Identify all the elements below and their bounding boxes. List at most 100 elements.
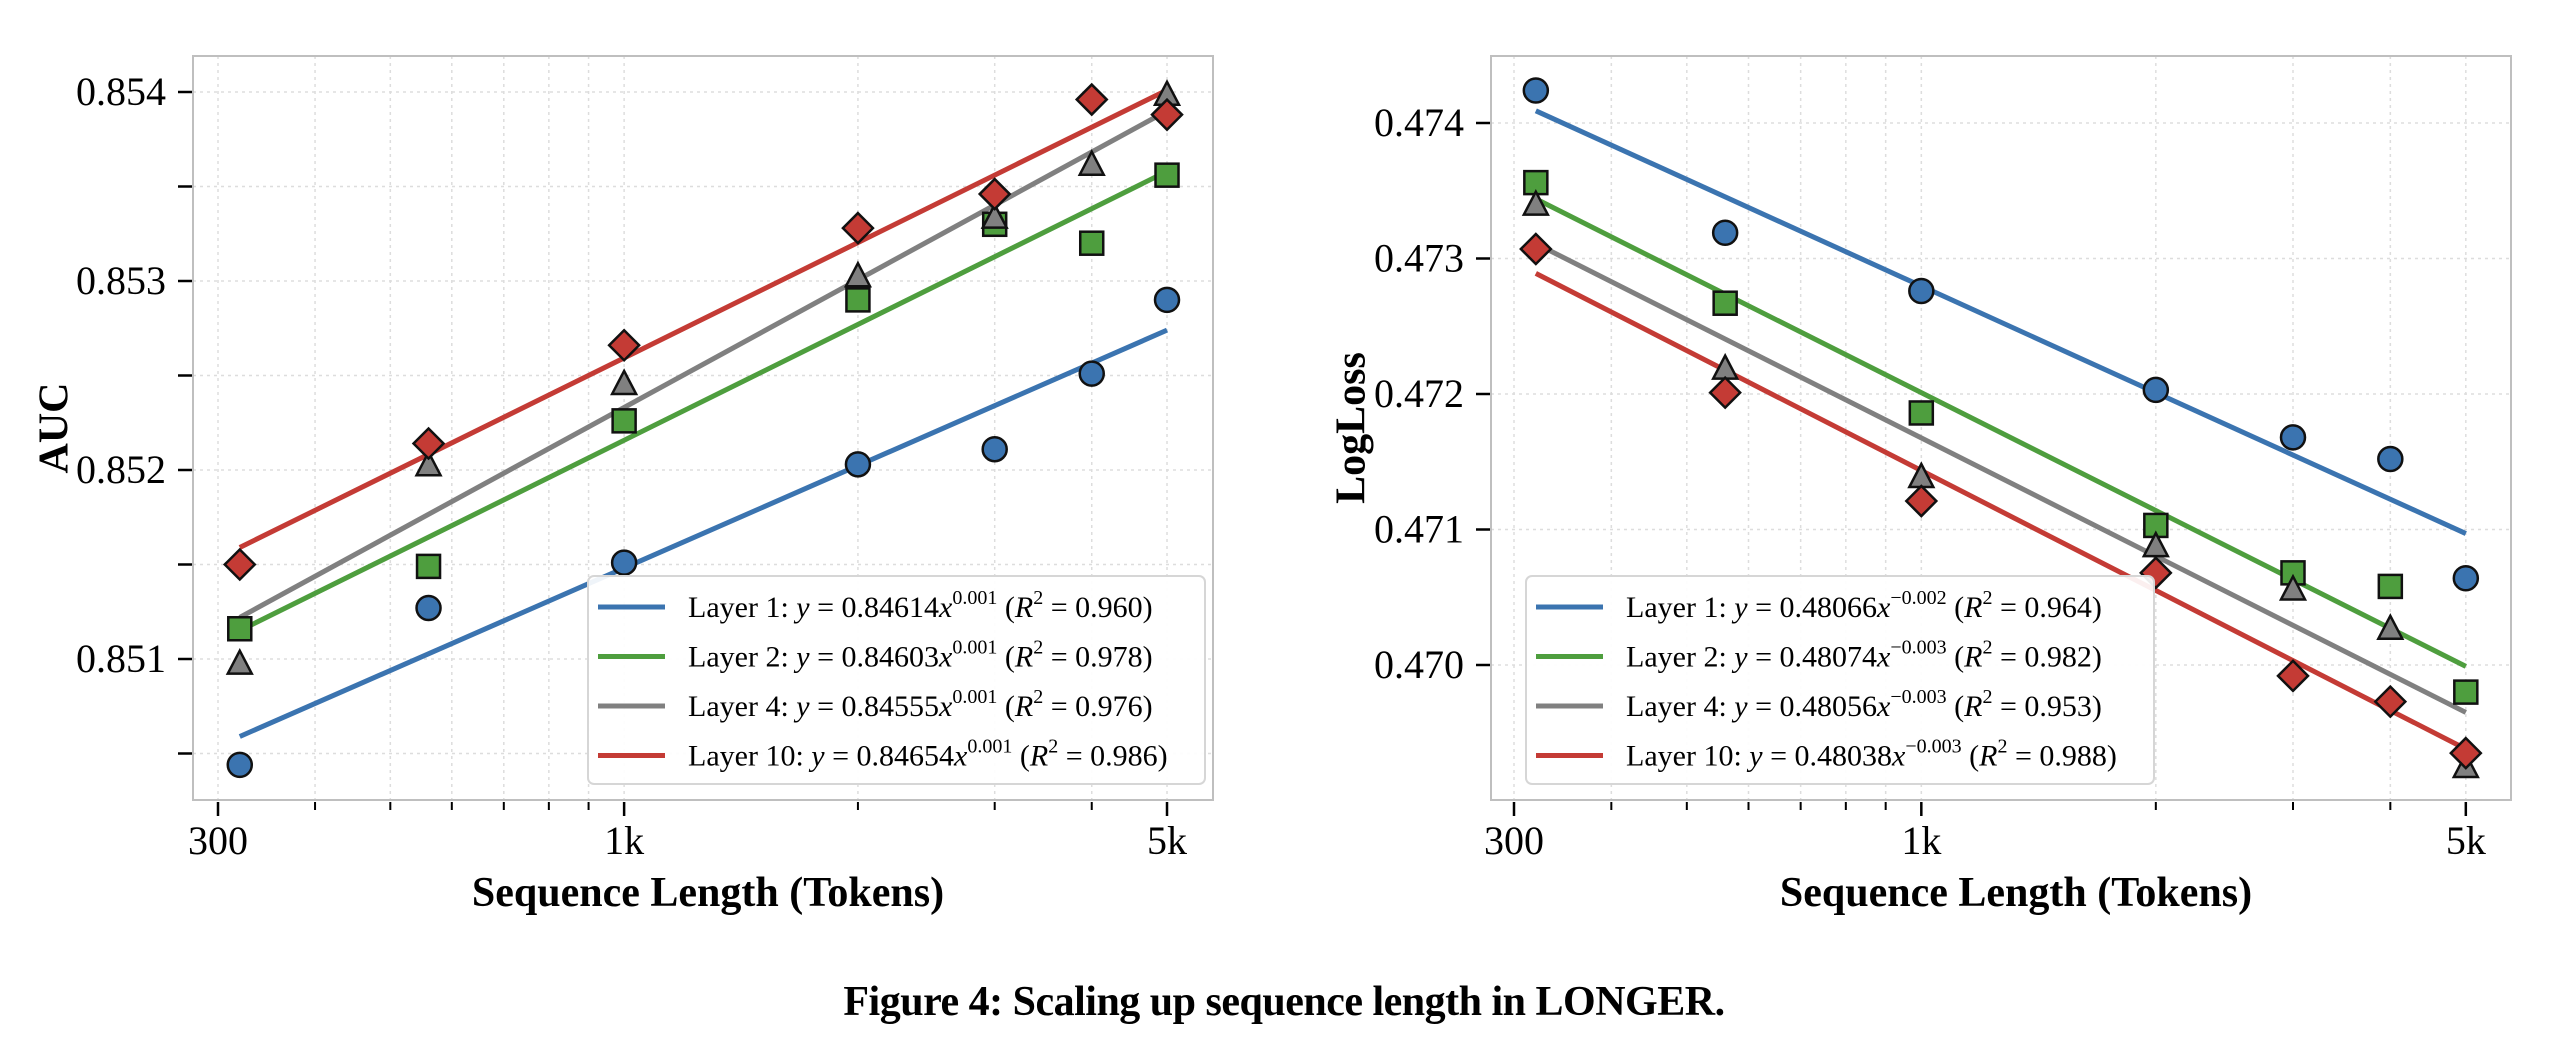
legend-equals: =: [1043, 641, 1075, 674]
legend-var-r: R: [1963, 591, 1982, 624]
legend-var-x: x: [938, 641, 953, 674]
legend-equals: =: [1992, 591, 2024, 624]
legend-r-exponent: 2: [1982, 686, 1992, 708]
data-point-layer2: [845, 287, 871, 313]
legend-r-exponent: 2: [1048, 736, 1058, 758]
legend-box: [1525, 575, 2155, 785]
legend-exponent: −0.003: [1890, 686, 1946, 708]
data-point-layer10: [2449, 736, 2483, 770]
data-point-layer10: [411, 426, 446, 461]
legend-label: Layer 4: y = 0.84555x0.001 (R2 = 0.976): [688, 686, 1153, 723]
legend-layer-name: Layer 2:: [1626, 641, 1734, 674]
legend-equals: =: [1748, 591, 1780, 624]
legend-r2: 0.976: [1075, 690, 1143, 723]
fit-line-layer10: [238, 87, 1169, 550]
legend-equals: =: [810, 641, 842, 674]
legend-var-y: y: [793, 690, 810, 723]
legend-r-exponent: 2: [1033, 587, 1043, 609]
gridlines: [193, 56, 1213, 800]
legend-item-layer1: Layer 1: y = 0.84614x0.001 (R2 = 0.960): [598, 587, 1153, 624]
y-tick-label: 0.472: [1374, 371, 1464, 416]
legend-coefficient: 0.84654: [857, 740, 955, 773]
legend-label: Layer 10: y = 0.84654x0.001 (R2 = 0.986): [688, 736, 1168, 773]
figure-caption: Figure 4: Scaling up sequence length in …: [843, 979, 1725, 1025]
legend-exponent: −0.003: [1890, 637, 1946, 659]
data-point-layer10: [1904, 484, 1939, 518]
legend-layer-name: Layer 10:: [1626, 740, 1749, 773]
legend-var-y: y: [1731, 641, 1748, 674]
legend-r-exponent: 2: [1033, 637, 1043, 659]
data-point-layer4: [610, 368, 639, 396]
legend-paren-open: (: [1947, 591, 1965, 624]
legend-r2: 0.978: [1075, 641, 1143, 674]
data-point-layer10: [841, 211, 875, 245]
legend-equals: =: [825, 740, 857, 773]
fit-line-layer4: [1534, 241, 2467, 715]
legend-paren-open: (: [1947, 690, 1965, 723]
fit-lines: [238, 87, 1169, 739]
legend-var-x: x: [953, 740, 968, 773]
legend-r-exponent: 2: [1982, 587, 1992, 609]
data-point-layer2: [2453, 679, 2479, 705]
legend-r-exponent: 2: [1997, 736, 2007, 758]
data-point-layer4: [843, 260, 872, 288]
legend-item-layer4: Layer 4: y = 0.48056x−0.003 (R2 = 0.953): [1536, 686, 2102, 723]
y-axis-title: LogLoss: [1329, 352, 1375, 504]
legend-exponent: 0.001: [967, 736, 1012, 758]
legend-paren-open: (: [1012, 740, 1030, 773]
legend-var-y: y: [808, 740, 825, 773]
data-point-layer1: [226, 751, 254, 779]
y-tick-label: 0.854: [76, 69, 166, 114]
legend-var-r: R: [1014, 690, 1033, 723]
fit-line-layer4: [238, 108, 1169, 620]
data-point-layer10: [1074, 82, 1109, 117]
x-axis-title: Sequence Length (Tokens): [1780, 870, 2252, 916]
plot-frame: [192, 55, 1214, 801]
legend-layer-name: Layer 4:: [1626, 690, 1734, 723]
legend-var-r: R: [1014, 641, 1033, 674]
legend-var-y: y: [793, 591, 810, 624]
data-point-layer1: [2452, 565, 2480, 592]
legend-equals: =: [810, 690, 842, 723]
data-point-layer10: [977, 177, 1012, 211]
legend-box: [587, 575, 1206, 785]
y-axis-title: AUC: [32, 383, 78, 474]
legend-exponent: 0.001: [952, 637, 997, 659]
legend-r2: 0.953: [2024, 690, 2092, 723]
legend-equals: =: [1763, 740, 1795, 773]
x-tick-label: 1k: [604, 818, 644, 863]
data-point-layer2: [227, 616, 253, 642]
legend-item-layer2: Layer 2: y = 0.48074x−0.003 (R2 = 0.982): [1536, 637, 2102, 674]
data-points: [223, 79, 1184, 779]
legend-exponent: 0.001: [952, 587, 997, 609]
legend-item-layer10: Layer 10: y = 0.48038x−0.003 (R2 = 0.988…: [1536, 736, 2117, 773]
y-tick-label: 0.852: [76, 447, 166, 492]
legend-paren-close: ): [2092, 690, 2102, 723]
data-point-layer1: [2279, 424, 2307, 451]
legend-var-x: x: [938, 690, 953, 723]
fit-line-layer2: [1534, 196, 2467, 669]
legend-layer-name: Layer 10:: [688, 740, 811, 773]
data-point-layer4: [2376, 613, 2405, 641]
x-tick-label: 300: [1484, 818, 1544, 863]
legend-label: Layer 4: y = 0.48056x−0.003 (R2 = 0.953): [1626, 686, 2102, 723]
data-point-layer10: [1708, 375, 1742, 410]
data-point-layer10: [2373, 684, 2408, 719]
x-tick-label: 300: [188, 818, 248, 863]
data-point-layer2: [1908, 400, 1935, 426]
x-axis: 300 1k 5k: [1484, 802, 2486, 863]
legend: Layer 1: y = 0.48066x−0.002 (R2 = 0.964)…: [1525, 575, 2155, 785]
legend-equals: =: [2007, 740, 2039, 773]
legend-paren-close: ): [1143, 690, 1153, 723]
x-tick-label: 1k: [1901, 818, 1941, 863]
y-axis: 0.851 0.852 0.853 0.854: [76, 69, 192, 755]
legend-exponent: −0.002: [1890, 587, 1946, 609]
data-points: [1519, 77, 2483, 779]
legend-exponent: −0.003: [1905, 736, 1961, 758]
y-tick-label: 0.473: [1374, 236, 1464, 281]
data-point-layer1: [2142, 376, 2170, 404]
legend-coefficient: 0.48056: [1780, 690, 1878, 723]
legend-equals: =: [1043, 690, 1075, 723]
data-point-layer4: [2278, 573, 2308, 601]
legend-paren-close: ): [1143, 641, 1153, 674]
